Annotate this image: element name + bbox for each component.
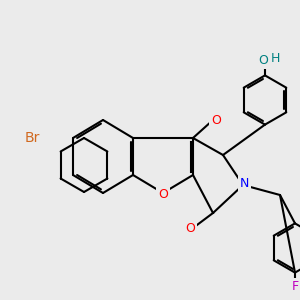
Text: O: O xyxy=(158,188,168,201)
Text: N: N xyxy=(240,177,249,190)
Text: Br: Br xyxy=(24,131,40,145)
Text: F: F xyxy=(291,280,298,292)
Text: O: O xyxy=(185,221,195,235)
Text: H: H xyxy=(271,52,280,65)
Text: O: O xyxy=(211,113,221,127)
Text: O: O xyxy=(259,54,269,67)
